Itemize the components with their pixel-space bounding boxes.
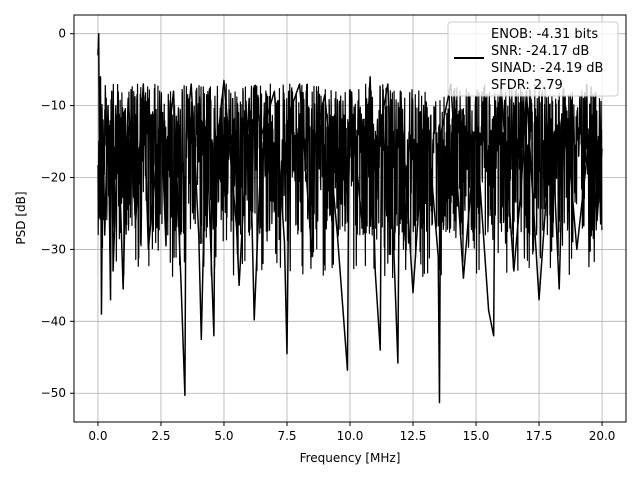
x-tick-label: 7.5: [277, 429, 296, 443]
y-axis-ticks: 0 −10 −20 −30 −40 −50: [41, 27, 74, 400]
psd-noise-trace: [97, 83, 603, 279]
series-layer: [97, 32, 603, 404]
legend: ENOB: -4.31 bits SNR: -24.17 dB SINAD: -…: [447, 21, 619, 97]
x-tick-label: 2.5: [151, 429, 170, 443]
x-tick-label: 15.0: [463, 429, 490, 443]
x-tick-label: 12.5: [400, 429, 427, 443]
legend-entry-sinad: SINAD: -24.19 dB: [491, 61, 603, 76]
y-tick-label: −50: [41, 386, 66, 400]
legend-box: [447, 21, 619, 97]
legend-entry-snr: SNR: -24.17 dB: [491, 44, 589, 59]
y-tick-label: 0: [58, 27, 66, 41]
legend-entry-sfdr: SFDR: 2.79: [491, 78, 563, 93]
y-tick-label: −10: [41, 99, 66, 113]
y-tick-label: −30: [41, 242, 66, 256]
y-axis-label: PSD [dB]: [14, 191, 28, 244]
x-tick-label: 5.0: [214, 429, 233, 443]
y-tick-label: −20: [41, 171, 66, 185]
y-tick-label: −40: [41, 314, 66, 328]
x-axis-label: Frequency [MHz]: [300, 451, 401, 465]
legend-entry-enob: ENOB: -4.31 bits: [491, 27, 598, 42]
x-tick-label: 0.0: [88, 429, 107, 443]
x-tick-label: 17.5: [526, 429, 553, 443]
x-tick-label: 10.0: [337, 429, 364, 443]
psd-series-line: [97, 32, 603, 404]
x-tick-label: 20.0: [589, 429, 616, 443]
x-axis-ticks: 0.0 2.5 5.0 7.5 10.0 12.5 15.0 17.5 20.0: [88, 422, 615, 443]
